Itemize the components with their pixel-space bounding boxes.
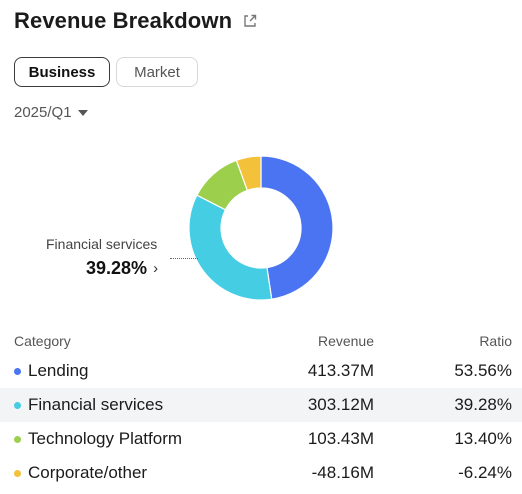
- tab-business[interactable]: Business: [14, 57, 110, 87]
- row-revenue: -48.16M: [311, 463, 374, 482]
- callout-label: Financial services: [46, 236, 158, 252]
- row-ratio: -6.24%: [458, 463, 512, 482]
- table-row[interactable]: Lending 413.37M 53.56%: [0, 354, 522, 388]
- row-category-cell: Corporate/other: [0, 463, 250, 483]
- row-category: Technology Platform: [28, 429, 183, 448]
- donut-slice-corporate-other[interactable]: [235, 155, 262, 192]
- donut-chart-svg: [188, 155, 334, 301]
- row-category: Lending: [28, 361, 89, 380]
- chart-callout[interactable]: Financial services 39.28% ›: [46, 236, 158, 278]
- donut-slice-lending[interactable]: [260, 155, 334, 300]
- chevron-down-icon: [77, 109, 88, 116]
- row-category: Corporate/other: [28, 463, 148, 482]
- legend-dot: [14, 401, 21, 409]
- header-ratio: Ratio: [479, 333, 512, 349]
- legend-dot: [14, 367, 21, 375]
- table-row[interactable]: Corporate/other -48.16M -6.24%: [0, 456, 522, 490]
- breakdown-table: Category Revenue Ratio Lending 413.37M 5…: [0, 328, 522, 490]
- donut-slice-financial-services[interactable]: [188, 194, 273, 301]
- tab-market[interactable]: Market: [116, 57, 198, 87]
- legend-dot: [14, 435, 21, 443]
- row-category: Financial services: [28, 395, 164, 414]
- row-category-cell: Lending: [0, 361, 250, 381]
- period-selector[interactable]: 2025/Q1: [14, 104, 88, 121]
- table-row[interactable]: Financial services 303.12M 39.28%: [0, 388, 522, 422]
- row-ratio: 39.28%: [454, 395, 512, 414]
- header-category: Category: [14, 333, 71, 349]
- row-revenue: 103.43M: [307, 429, 374, 448]
- row-category-cell: Technology Platform: [0, 429, 250, 449]
- callout-value-row: 39.28% ›: [86, 258, 158, 279]
- row-category-cell: Financial services: [0, 395, 250, 415]
- tab-bar: Business Market: [14, 57, 198, 87]
- row-revenue: 303.12M: [307, 395, 374, 414]
- callout-value: 39.28%: [86, 258, 148, 278]
- chevron-right-icon: ›: [153, 260, 159, 277]
- period-label: 2025/Q1: [14, 104, 72, 121]
- share-icon[interactable]: [242, 13, 258, 29]
- row-ratio: 13.40%: [454, 429, 512, 448]
- row-ratio: 53.56%: [454, 361, 512, 380]
- row-revenue: 413.37M: [307, 361, 374, 380]
- callout-leader-line: [170, 258, 198, 259]
- donut-chart[interactable]: [188, 155, 334, 301]
- legend-dot: [14, 469, 21, 477]
- table-header: Category Revenue Ratio: [0, 328, 522, 354]
- header: Revenue Breakdown: [14, 8, 258, 34]
- header-revenue: Revenue: [317, 333, 374, 349]
- page-title: Revenue Breakdown: [14, 8, 233, 33]
- table-row[interactable]: Technology Platform 103.43M 13.40%: [0, 422, 522, 456]
